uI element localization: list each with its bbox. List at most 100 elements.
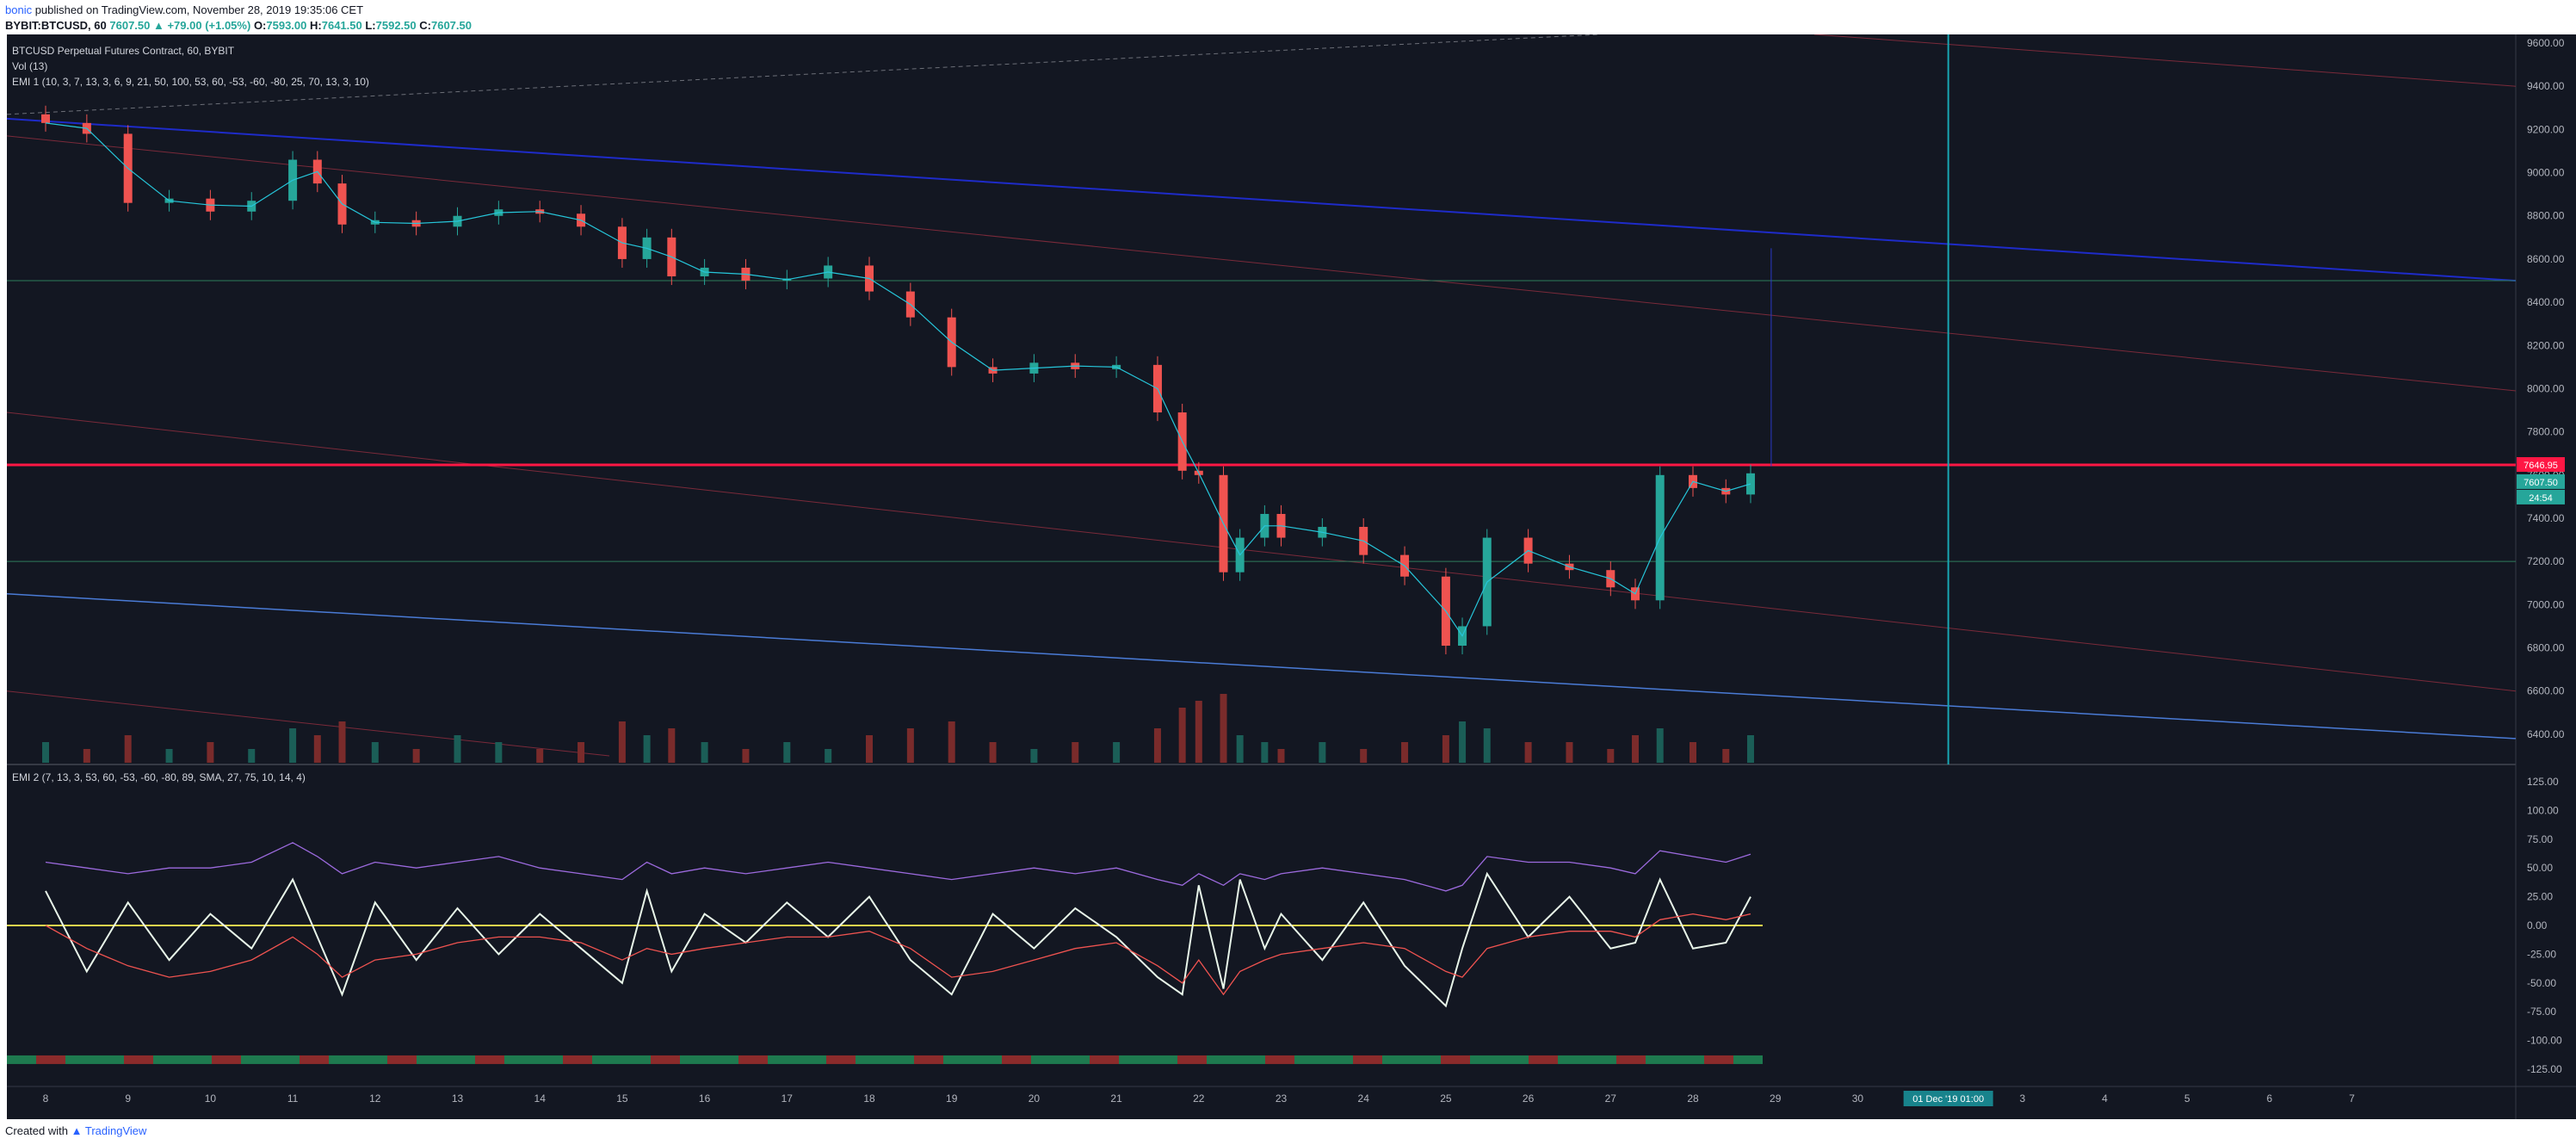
publish-info: published on TradingView.com, November 2… — [34, 3, 364, 16]
signal-bar-segment — [1294, 1055, 1324, 1064]
signal-bar-segment — [36, 1055, 65, 1064]
symbol-label: BYBIT:BTCUSD, 60 — [5, 19, 107, 32]
signal-bar-segment — [885, 1055, 914, 1064]
price-tick-label: 8400.00 — [2527, 296, 2565, 308]
signal-bar-segment — [329, 1055, 358, 1064]
volume-bar — [1319, 742, 1326, 763]
volume-bar — [83, 749, 90, 763]
chart-header: bonic published on TradingView.com, Nove… — [0, 0, 2576, 34]
price-tick-label: 8800.00 — [2527, 210, 2565, 222]
signal-bar-segment — [1587, 1055, 1616, 1064]
volume-bar — [42, 742, 49, 763]
volume-bar — [1360, 749, 1368, 763]
volume-bar — [1236, 735, 1244, 763]
volume-bar — [1566, 742, 1573, 763]
volume-bar — [906, 728, 914, 763]
signal-bar-segment — [1353, 1055, 1382, 1064]
time-tick-label: 21 — [1110, 1092, 1122, 1105]
signal-bar-segment — [768, 1055, 797, 1064]
osc-momentum-line — [45, 842, 1751, 892]
signal-bar-segment — [1646, 1055, 1675, 1064]
signal-bar-segment — [1177, 1055, 1207, 1064]
time-marker-box — [1903, 1091, 1993, 1106]
signal-bar-segment — [417, 1055, 446, 1064]
signal-bar-segment — [153, 1055, 182, 1064]
price-tick-label: 9400.00 — [2527, 80, 2565, 92]
time-tick-label: 4 — [2102, 1092, 2108, 1105]
time-tick-label: 11 — [287, 1092, 299, 1105]
signal-bar-segment — [270, 1055, 300, 1064]
time-tick-label: 10 — [205, 1092, 217, 1105]
volume-bar — [412, 749, 420, 763]
volume-bar — [289, 728, 297, 763]
signal-bar-segment — [738, 1055, 768, 1064]
volume-legend[interactable]: Vol (13) — [12, 60, 48, 72]
chart-area[interactable]: 9600.00 9400.00 9200.00 9000.00 8800.00 8600.… — [7, 34, 2576, 1119]
price-tick-label: 6400.00 — [2527, 728, 2565, 740]
osc-tick-label: 125.00 — [2527, 776, 2559, 788]
price-tick-label: 7200.00 — [2527, 555, 2565, 567]
signal-bar-segment — [856, 1055, 885, 1064]
ema-line — [45, 122, 1751, 637]
time-tick-label: 8 — [43, 1092, 49, 1105]
ohlc-l-label: L: — [365, 19, 376, 32]
signal-bar-segment — [1499, 1055, 1529, 1064]
emi1-legend[interactable]: EMI 1 (10, 3, 7, 13, 3, 6, 9, 21, 50, 10… — [12, 76, 369, 88]
volume-bar — [948, 721, 955, 763]
osc-tick-label: 25.00 — [2527, 891, 2553, 903]
volume-bar — [1459, 721, 1467, 763]
osc-tick-label: -100.00 — [2527, 1035, 2562, 1047]
signal-bar-segment — [504, 1055, 534, 1064]
time-tick-label: 22 — [1193, 1092, 1205, 1105]
time-tick-label: 17 — [781, 1092, 794, 1105]
signal-bar-segment — [1119, 1055, 1148, 1064]
ohlc-h-label: H: — [310, 19, 322, 32]
volume-bar — [165, 749, 173, 763]
emi2-legend[interactable]: EMI 2 (7, 13, 3, 53, 60, -53, -60, -80, … — [12, 771, 306, 783]
price-tick-label: 9600.00 — [2527, 37, 2565, 49]
ohlc-o-label: O: — [253, 19, 267, 32]
volume-bar — [1690, 742, 1696, 763]
price-tick-label: 6600.00 — [2527, 685, 2565, 697]
main-legend-title[interactable]: BTCUSD Perpetual Futures Contract, 60, B… — [12, 45, 235, 57]
price-change: 7607.50 ▲ +79.00 (+1.05%) — [109, 19, 251, 32]
last-price-label: 7607.50 — [2523, 478, 2558, 488]
volume-bar — [495, 742, 503, 763]
resistance-price-label: 7646.95 — [2523, 461, 2558, 471]
price-tick-label: 7400.00 — [2527, 512, 2565, 524]
volume-bar — [536, 749, 544, 763]
signal-bar-segment — [1148, 1055, 1177, 1064]
time-tick-label: 25 — [1440, 1092, 1452, 1105]
chart-svg[interactable]: 9600.009400.009200.009000.008800.008600.… — [7, 34, 2576, 1119]
upper-channel-line — [7, 117, 2517, 282]
author-link[interactable]: bonic — [5, 3, 33, 16]
volume-bar — [338, 721, 346, 763]
volume-bar — [1072, 742, 1079, 763]
volume-bar — [1401, 742, 1409, 763]
time-tick-label: 23 — [1276, 1092, 1288, 1105]
volume-bar — [1220, 694, 1227, 763]
symbol-line: BYBIT:BTCUSD, 60 7607.50 ▲ +79.00 (+1.05… — [5, 19, 472, 32]
time-marker-label: 01 Dec '19 01:00 — [1912, 1094, 1984, 1105]
volume-bar — [313, 735, 321, 763]
signal-bar-segment — [1324, 1055, 1353, 1064]
tradingview-brand-link[interactable]: TradingView — [84, 1124, 147, 1137]
signal-bar-segment — [1031, 1055, 1060, 1064]
footer: Created with ▲ TradingView — [5, 1124, 146, 1137]
volume-bar — [783, 742, 791, 763]
signal-bar-segment — [709, 1055, 738, 1064]
signal-bar-segment — [358, 1055, 387, 1064]
signal-bar-segment — [1265, 1055, 1294, 1064]
time-tick-label: 6 — [2267, 1092, 2273, 1105]
volume-bar — [668, 728, 676, 763]
signal-bar-segment — [1529, 1055, 1558, 1064]
signal-bar-segment — [387, 1055, 417, 1064]
ohlc-h-value: 7641.50 — [321, 19, 362, 32]
volume-bar — [1442, 735, 1449, 763]
volume-bar — [1746, 735, 1754, 763]
volume-bar — [207, 742, 214, 763]
volume-bar — [742, 749, 750, 763]
time-tick-label: 3 — [2019, 1092, 2025, 1105]
osc-fast-line — [45, 871, 1751, 1008]
volume-bar — [989, 742, 997, 763]
